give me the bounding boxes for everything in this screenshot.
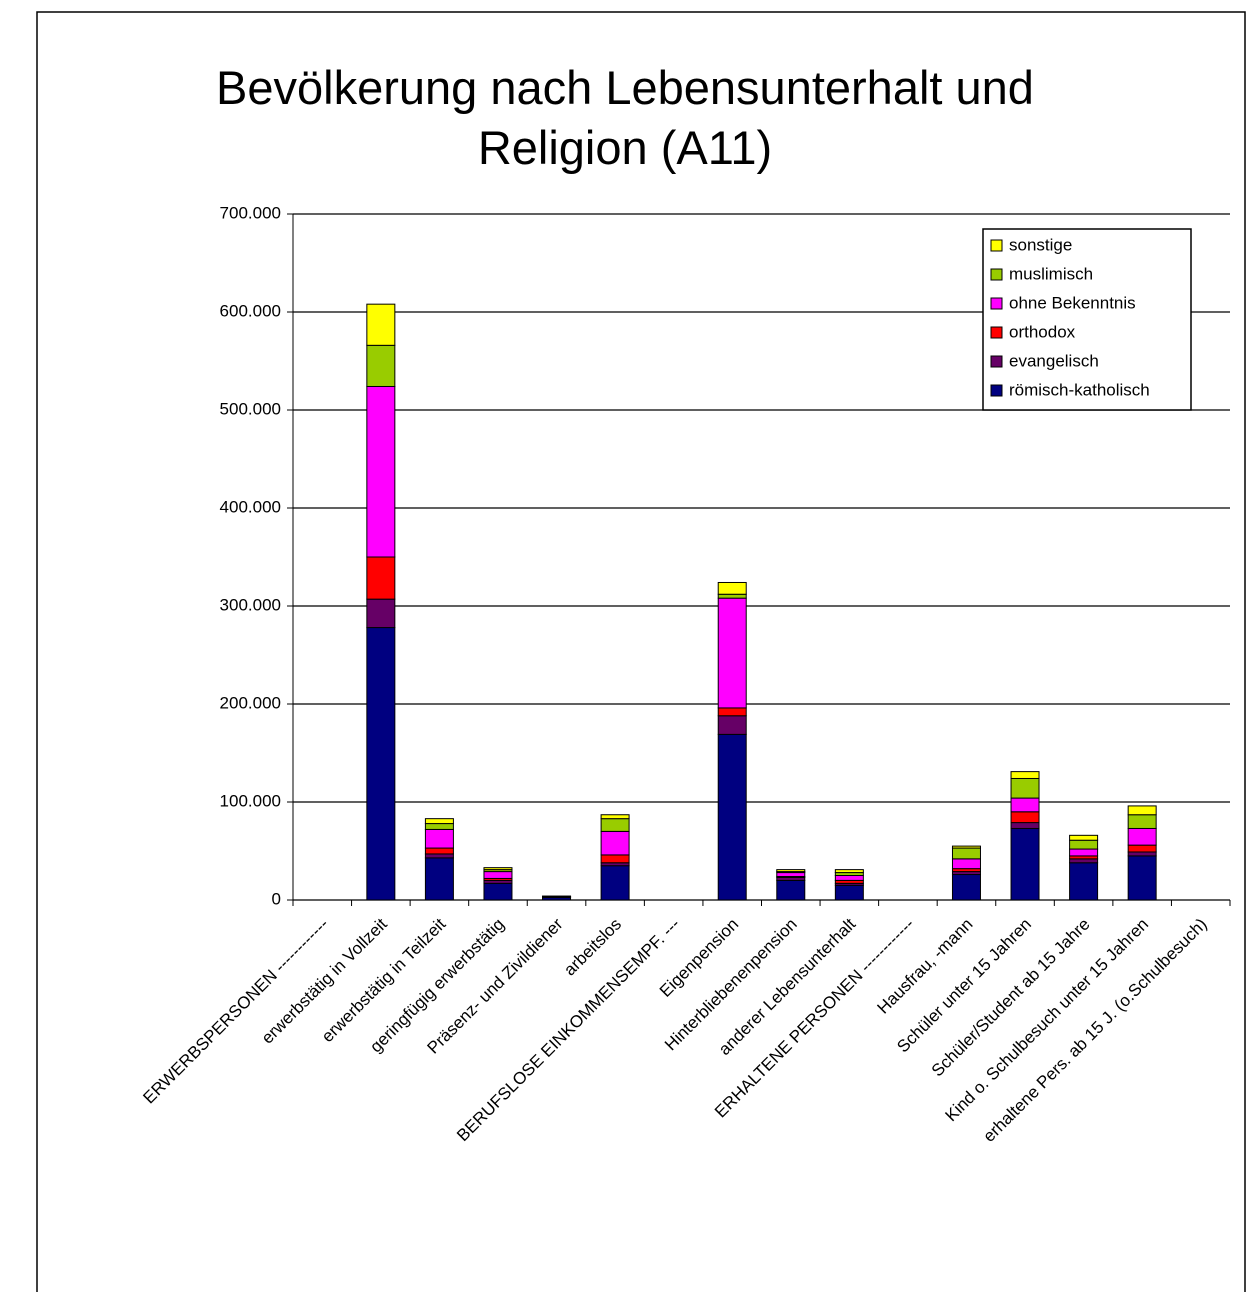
chart-border xyxy=(36,11,1246,1292)
bar-segment xyxy=(1010,797,1040,813)
bar-segment xyxy=(717,581,747,595)
x-tick-label: Kind o. Schulbesuch unter 15 Jahren xyxy=(942,915,1153,1126)
bar-segment xyxy=(1069,848,1099,857)
y-tick-label: 700.000 xyxy=(220,203,281,222)
y-tick-label: 500.000 xyxy=(220,399,281,418)
bar-segment xyxy=(1127,844,1157,853)
bar-segment xyxy=(366,627,396,901)
bar-segment xyxy=(951,858,981,870)
legend-swatch xyxy=(990,384,1003,397)
bar-segment xyxy=(717,707,747,717)
bar-segment xyxy=(717,593,747,599)
bar-segment xyxy=(366,598,396,629)
bar-segment xyxy=(483,867,513,871)
bar-segment xyxy=(1010,822,1040,829)
bar-segment xyxy=(717,733,747,901)
bar-segment xyxy=(834,884,864,901)
bar-segment xyxy=(1069,839,1099,850)
bar-segment xyxy=(600,854,630,864)
y-tick-label: 200.000 xyxy=(220,693,281,712)
y-tick-label: 400.000 xyxy=(220,497,281,516)
x-tick-label: BERUFSLOSE EINKOMMENSEMPF. --- xyxy=(453,915,684,1146)
bar-segment xyxy=(366,556,396,600)
bar-segment xyxy=(951,847,981,860)
bar-segment xyxy=(834,875,864,881)
bar-segment xyxy=(717,715,747,735)
bar-segment xyxy=(424,818,454,825)
bar-segment xyxy=(1127,814,1157,829)
legend-swatch xyxy=(990,326,1003,339)
bar-segment xyxy=(600,818,630,832)
bar-segment xyxy=(1069,858,1099,864)
bar-segment xyxy=(600,830,630,856)
bar-segment xyxy=(951,845,981,849)
bar-segment xyxy=(1010,777,1040,799)
bar-segment xyxy=(1127,827,1157,846)
bar-segment xyxy=(1010,827,1040,901)
legend-swatch xyxy=(990,268,1003,281)
bar-segment xyxy=(600,814,630,820)
bar-segment xyxy=(483,871,513,879)
y-tick-label: 600.000 xyxy=(220,301,281,320)
bar-segment xyxy=(1069,834,1099,841)
legend-label: orthodox xyxy=(1009,322,1076,341)
legend-box xyxy=(982,228,1192,411)
bar-segment xyxy=(717,597,747,709)
bar-segment xyxy=(366,385,396,558)
bar-segment xyxy=(424,847,454,855)
legend-label: evangelisch xyxy=(1009,351,1099,370)
x-tick-label: erhaltene Pers. ab 15 J. (o.Schulbesuch) xyxy=(979,915,1210,1146)
bar-segment xyxy=(1127,855,1157,901)
y-tick-label: 300.000 xyxy=(220,595,281,614)
legend-label: muslimisch xyxy=(1009,264,1093,283)
legend-swatch xyxy=(990,355,1003,368)
bar-segment xyxy=(366,344,396,387)
bar-segment xyxy=(483,882,513,901)
bar-segment xyxy=(1010,771,1040,779)
bar-segment xyxy=(1069,862,1099,901)
bar-segment xyxy=(1127,851,1157,857)
legend-swatch xyxy=(990,239,1003,252)
legend-label: sonstige xyxy=(1009,235,1072,254)
bar-segment xyxy=(600,865,630,901)
bar-segment xyxy=(776,869,806,873)
bar-segment xyxy=(1127,805,1157,816)
bar-segment xyxy=(424,857,454,901)
y-tick-label: 100.000 xyxy=(220,791,281,810)
bar-segment xyxy=(424,853,454,859)
bar-segment xyxy=(424,823,454,830)
bar-segment xyxy=(424,828,454,849)
legend-label: römisch-katholisch xyxy=(1009,380,1150,399)
bar-segment xyxy=(1010,811,1040,824)
bar-segment xyxy=(834,869,864,874)
bar-segment xyxy=(366,303,396,346)
bar-segment xyxy=(776,879,806,901)
legend-label: ohne Bekenntnis xyxy=(1009,293,1136,312)
legend-swatch xyxy=(990,297,1003,310)
chart-title: Bevölkerung nach Lebensunterhalt und Rel… xyxy=(216,61,1034,174)
bar-segment xyxy=(776,872,806,877)
y-tick-label: 0 xyxy=(272,889,281,908)
bar-segment xyxy=(951,874,981,901)
